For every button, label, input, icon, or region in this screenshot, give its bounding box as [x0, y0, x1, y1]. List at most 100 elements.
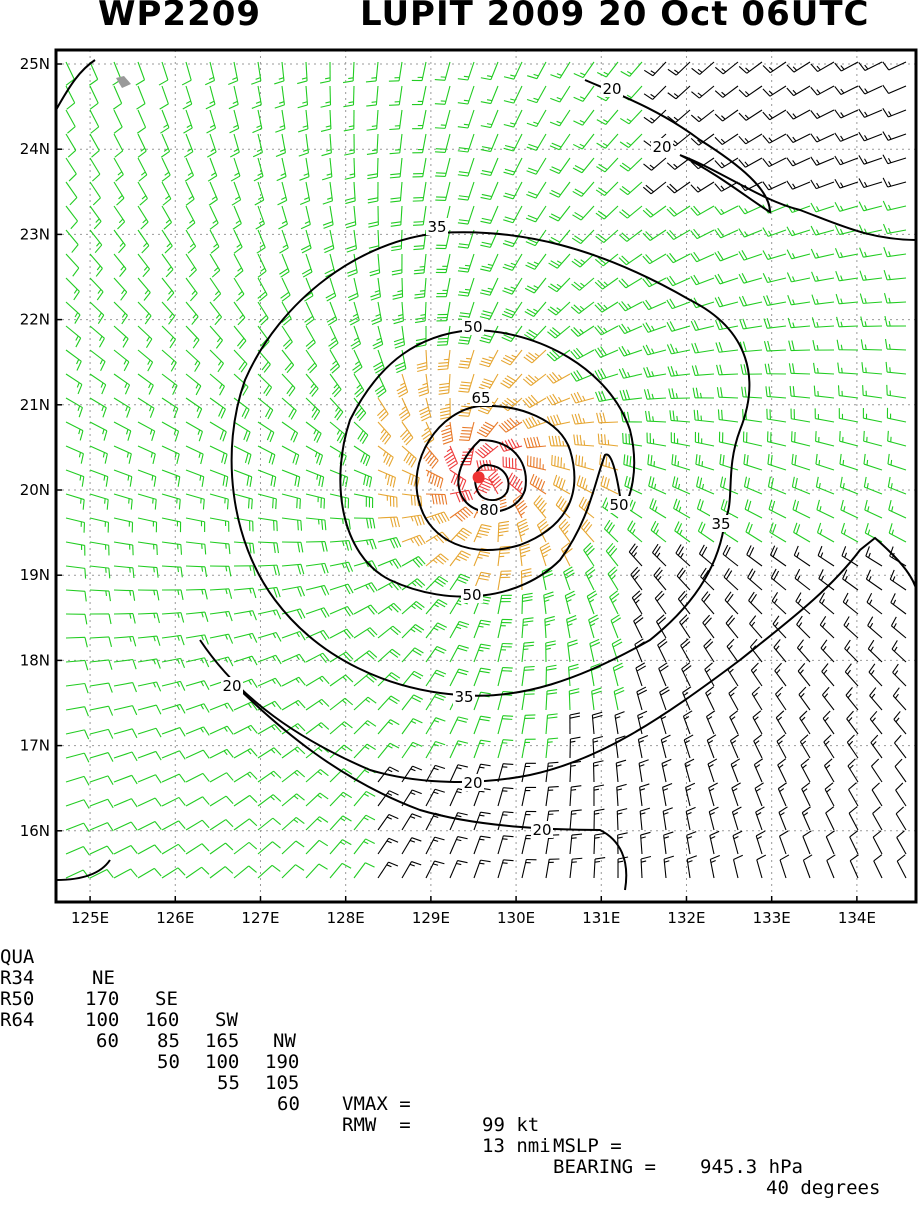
- wind-barb: [258, 350, 270, 372]
- wind-barb: [234, 230, 242, 253]
- wind-barb: [186, 230, 196, 253]
- wind-barb: [402, 742, 422, 758]
- wind-barb: [66, 446, 83, 464]
- wind-barb: [827, 855, 835, 878]
- wind-barb: [450, 741, 468, 758]
- wind-barb: [525, 302, 546, 316]
- wind-barb: [811, 157, 834, 165]
- wind-barb: [756, 807, 765, 830]
- wind-barb: [619, 324, 642, 334]
- wind-barb: [815, 408, 834, 422]
- wind-barb: [210, 446, 227, 464]
- wind-barb: [888, 454, 906, 470]
- wind-barb: [576, 455, 594, 470]
- wind-barb: [209, 182, 217, 205]
- wind-barb: [282, 422, 298, 442]
- wind-barb: [90, 278, 103, 300]
- wind-barb: [730, 735, 738, 758]
- wind-barb: [695, 432, 714, 446]
- wind-barb: [138, 398, 154, 418]
- wind-barb: [210, 302, 222, 325]
- wind-barb: [210, 703, 233, 712]
- wind-barb: [258, 278, 267, 301]
- wind-barb: [703, 615, 714, 638]
- wind-barb: [305, 302, 315, 325]
- wind-barb: [643, 345, 666, 355]
- wind-barb: [66, 254, 79, 276]
- wind-barb: [402, 535, 425, 546]
- wind-barb: [508, 473, 523, 494]
- wind-barb: [590, 639, 600, 662]
- wind-barb: [753, 711, 762, 734]
- wind-barb: [114, 845, 137, 854]
- wind-barb: [498, 860, 514, 878]
- wind-barb: [621, 86, 642, 100]
- wind-barb: [435, 110, 450, 128]
- wind-barb: [306, 326, 315, 349]
- wind-barb: [794, 546, 810, 566]
- wind-barb: [644, 158, 666, 170]
- wind-barb: [370, 278, 380, 300]
- wind-barb: [546, 641, 556, 662]
- wind-barb: [859, 202, 882, 211]
- wind-barb: [258, 610, 281, 619]
- wind-barb: [441, 422, 452, 444]
- wind-barb: [210, 796, 233, 806]
- wind-barb: [297, 62, 307, 84]
- wind-barb: [66, 730, 89, 739]
- wind-barb: [282, 817, 304, 830]
- wind-barb: [570, 786, 581, 806]
- wind-barb: [162, 542, 181, 555]
- lon-tick-label: 130E: [497, 909, 535, 927]
- isotach-label: 80: [479, 501, 498, 519]
- wind-barb: [744, 477, 762, 494]
- wind-barb: [498, 740, 513, 758]
- wind-barb: [522, 763, 536, 782]
- wind-barb: [883, 201, 906, 210]
- wind-barb: [715, 134, 738, 145]
- wind-barb: [546, 762, 558, 782]
- wind-barb: [644, 367, 666, 377]
- wind-barb: [66, 614, 87, 624]
- wind-barb: [186, 797, 209, 806]
- wind-barb: [498, 619, 512, 638]
- wind-barb: [651, 521, 666, 542]
- wind-barb: [186, 326, 199, 348]
- wind-barb: [549, 254, 570, 268]
- wind-barb: [234, 795, 257, 806]
- wind-barb: [655, 591, 666, 614]
- wind-barb: [825, 783, 834, 806]
- wind-barb: [863, 385, 882, 398]
- wind-barb: [789, 341, 810, 351]
- wind-barb: [884, 270, 906, 280]
- wind-barb: [66, 230, 78, 253]
- wind-barb: [641, 832, 651, 854]
- wind-barb: [138, 518, 157, 532]
- wind-barb: [791, 409, 810, 422]
- wind-barb: [278, 182, 287, 205]
- wind-barb: [66, 470, 84, 487]
- cell-nw: 105: [265, 1073, 299, 1094]
- wind-barb: [867, 593, 882, 614]
- wind-barb: [800, 711, 810, 734]
- wind-barb: [66, 326, 81, 347]
- wind-barb: [306, 494, 324, 509]
- wind-barb: [210, 773, 233, 782]
- wind-barb: [186, 374, 201, 395]
- wind-barb: [426, 670, 446, 686]
- wind-barb: [426, 554, 449, 566]
- wind-barb: [818, 546, 834, 566]
- wind-barb: [706, 687, 714, 710]
- wind-barb: [754, 759, 762, 782]
- wind-barb: [573, 182, 594, 196]
- wind-barb: [752, 687, 762, 710]
- wind-barb: [258, 542, 278, 553]
- wind-barb: [234, 422, 250, 442]
- wind-barb: [66, 134, 76, 157]
- wind-barb: [66, 302, 80, 324]
- wind-barb: [378, 470, 395, 488]
- wind-barb: [426, 718, 445, 734]
- wind-barb: [739, 250, 762, 260]
- wind-barb: [681, 639, 690, 662]
- wind-barb: [330, 792, 352, 806]
